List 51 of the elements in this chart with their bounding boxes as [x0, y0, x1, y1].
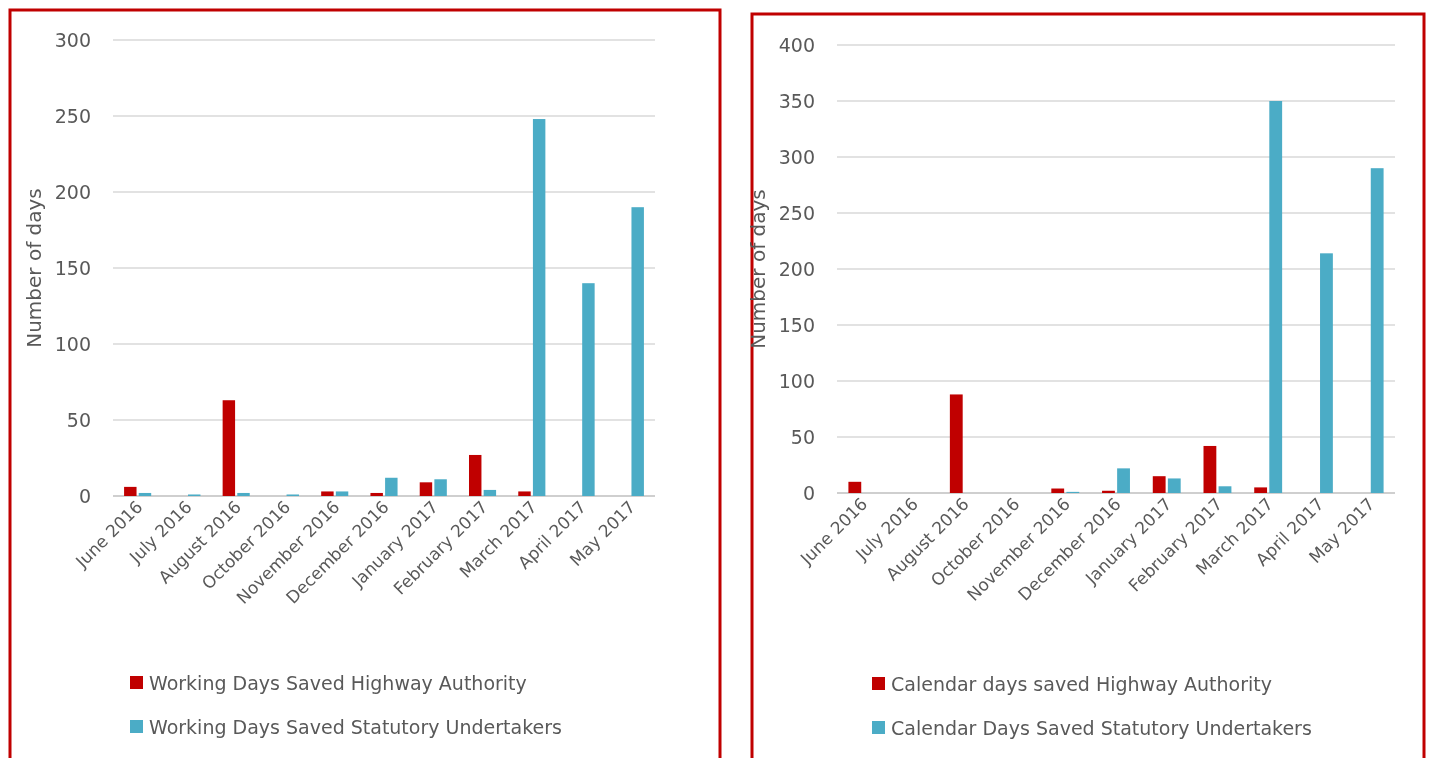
y-tick-label: 400 — [778, 33, 815, 56]
bar — [1152, 476, 1166, 493]
y-tick-label: 200 — [54, 180, 91, 203]
y-tick-label: 50 — [790, 425, 815, 448]
bar — [1254, 487, 1268, 493]
bar — [138, 492, 152, 496]
bar — [370, 492, 383, 496]
legend-label: Working Days Saved Highway Authority — [149, 671, 527, 694]
y-tick-label: 0 — [78, 484, 91, 507]
bar — [222, 400, 236, 496]
y-tick-label: 100 — [54, 332, 91, 355]
bar — [532, 119, 546, 496]
bar — [1051, 488, 1065, 493]
legend-label: Calendar Days Saved Statutory Undertakers — [891, 716, 1312, 739]
bar — [385, 477, 398, 496]
bar — [321, 491, 334, 496]
y-tick-label: 350 — [778, 89, 815, 112]
bar — [1320, 253, 1333, 493]
y-tick-label: 50 — [66, 408, 91, 431]
bar — [1203, 445, 1217, 493]
bar — [124, 486, 137, 496]
bar — [419, 482, 433, 496]
bar — [483, 489, 497, 496]
y-axis-title: Number of days — [22, 188, 46, 348]
bar — [631, 207, 644, 496]
legend-label: Calendar days saved Highway Authority — [891, 672, 1273, 695]
bar — [1218, 486, 1232, 493]
bar — [848, 481, 862, 493]
y-tick-label: 250 — [778, 201, 815, 224]
bar — [582, 283, 595, 496]
y-tick-label: 300 — [54, 28, 91, 51]
y-tick-label: 300 — [778, 145, 815, 168]
bar — [237, 492, 250, 496]
bar — [1117, 468, 1130, 493]
y-tick-label: 0 — [802, 481, 815, 504]
y-axis-title: Number of days — [746, 189, 770, 349]
y-tick-label: 150 — [54, 256, 91, 279]
y-tick-label: 250 — [54, 104, 91, 127]
bar — [1269, 101, 1283, 493]
y-tick-label: 150 — [778, 313, 815, 336]
y-tick-label: 200 — [778, 257, 815, 280]
bar — [1102, 490, 1115, 493]
bar — [518, 491, 531, 496]
bar — [469, 454, 482, 496]
bar — [1167, 478, 1181, 493]
legend-label: Working Days Saved Statutory Undertakers — [149, 715, 562, 738]
bar — [335, 491, 349, 496]
bar — [949, 394, 963, 493]
bar — [434, 479, 447, 496]
y-tick-label: 100 — [778, 369, 815, 392]
bar — [1370, 168, 1384, 493]
